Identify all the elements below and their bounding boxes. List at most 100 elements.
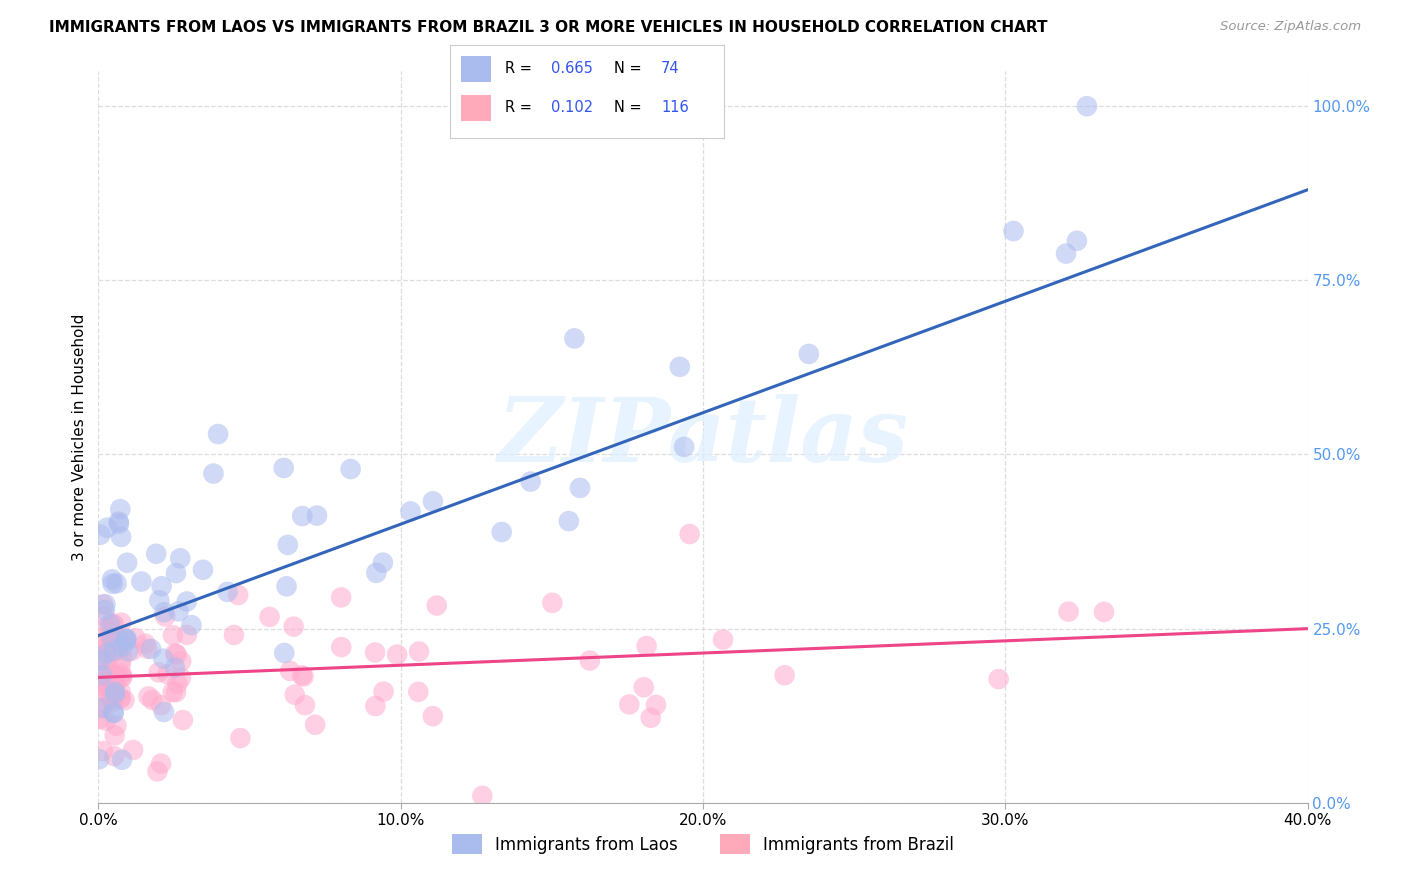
Point xyxy=(121,644,143,658)
Point xyxy=(94,597,117,611)
Point xyxy=(103,749,125,764)
Point xyxy=(103,643,125,657)
Point xyxy=(226,588,249,602)
Point xyxy=(229,731,252,745)
Point xyxy=(273,461,295,475)
Point xyxy=(276,579,298,593)
Point xyxy=(1076,99,1098,113)
Point xyxy=(105,669,128,683)
Point xyxy=(645,698,668,712)
Point xyxy=(797,347,820,361)
Point xyxy=(165,660,187,674)
Point xyxy=(364,645,387,659)
Point xyxy=(207,427,229,442)
Point xyxy=(170,654,193,668)
Point xyxy=(422,494,444,508)
Point xyxy=(156,667,179,681)
Point xyxy=(107,515,129,529)
Text: N =: N = xyxy=(614,100,647,115)
Point xyxy=(110,667,132,681)
Point xyxy=(91,598,114,612)
Point xyxy=(291,509,314,524)
Point xyxy=(330,591,353,605)
Point xyxy=(104,676,127,690)
Point xyxy=(110,530,132,544)
Point xyxy=(152,651,174,665)
Point xyxy=(110,691,132,706)
Point xyxy=(408,685,430,699)
Point xyxy=(100,631,122,645)
Point xyxy=(371,556,394,570)
Point xyxy=(385,648,408,662)
Point xyxy=(97,663,120,677)
Point xyxy=(165,566,187,581)
Point xyxy=(141,693,163,707)
Point xyxy=(426,599,449,613)
Point xyxy=(569,481,592,495)
Point xyxy=(110,691,132,706)
Point xyxy=(104,668,127,682)
Point xyxy=(89,752,111,766)
Point xyxy=(93,675,115,690)
Point xyxy=(773,668,796,682)
Point xyxy=(278,664,301,678)
Text: R =: R = xyxy=(505,100,536,115)
Point xyxy=(304,717,326,731)
Point xyxy=(668,359,690,374)
Point xyxy=(176,594,198,608)
Point xyxy=(283,620,305,634)
Point xyxy=(103,706,125,721)
Point xyxy=(105,576,128,591)
Point xyxy=(90,701,112,715)
Point xyxy=(987,672,1010,686)
Point xyxy=(114,693,136,707)
Text: ZIPatlas: ZIPatlas xyxy=(498,394,908,480)
Y-axis label: 3 or more Vehicles in Household: 3 or more Vehicles in Household xyxy=(72,313,87,561)
Point xyxy=(89,640,111,654)
Point xyxy=(165,685,187,699)
Text: 0.665: 0.665 xyxy=(551,61,593,76)
Point xyxy=(101,573,124,587)
Point xyxy=(170,671,193,685)
Point xyxy=(94,603,117,617)
Point xyxy=(111,753,134,767)
Point xyxy=(330,640,353,654)
Point xyxy=(619,698,641,712)
Point xyxy=(107,643,129,657)
Point xyxy=(1066,234,1088,248)
Point xyxy=(101,576,124,591)
Point xyxy=(105,635,128,649)
Point xyxy=(172,713,194,727)
Point xyxy=(101,694,124,708)
Point xyxy=(108,516,131,531)
Point xyxy=(94,714,117,728)
Point xyxy=(673,440,696,454)
Text: 74: 74 xyxy=(661,61,679,76)
Bar xyxy=(461,95,491,121)
Point xyxy=(91,744,114,758)
Point xyxy=(111,640,134,654)
Point xyxy=(364,698,387,713)
Point xyxy=(107,629,129,643)
Point xyxy=(105,669,128,683)
Point xyxy=(97,629,120,643)
Point xyxy=(91,641,114,656)
Text: N =: N = xyxy=(614,61,647,76)
Point xyxy=(117,644,139,658)
Point xyxy=(150,698,173,713)
Point xyxy=(104,684,127,698)
Point xyxy=(103,617,125,632)
Bar xyxy=(461,56,491,82)
Point xyxy=(101,690,124,704)
Point xyxy=(91,668,114,682)
Point xyxy=(146,764,169,779)
Point xyxy=(169,551,191,566)
Point xyxy=(166,676,188,690)
Point xyxy=(100,679,122,693)
Point xyxy=(564,331,586,345)
Point xyxy=(89,712,111,726)
Point xyxy=(90,653,112,667)
Point xyxy=(284,688,307,702)
Point xyxy=(89,527,111,541)
Point xyxy=(558,514,581,528)
